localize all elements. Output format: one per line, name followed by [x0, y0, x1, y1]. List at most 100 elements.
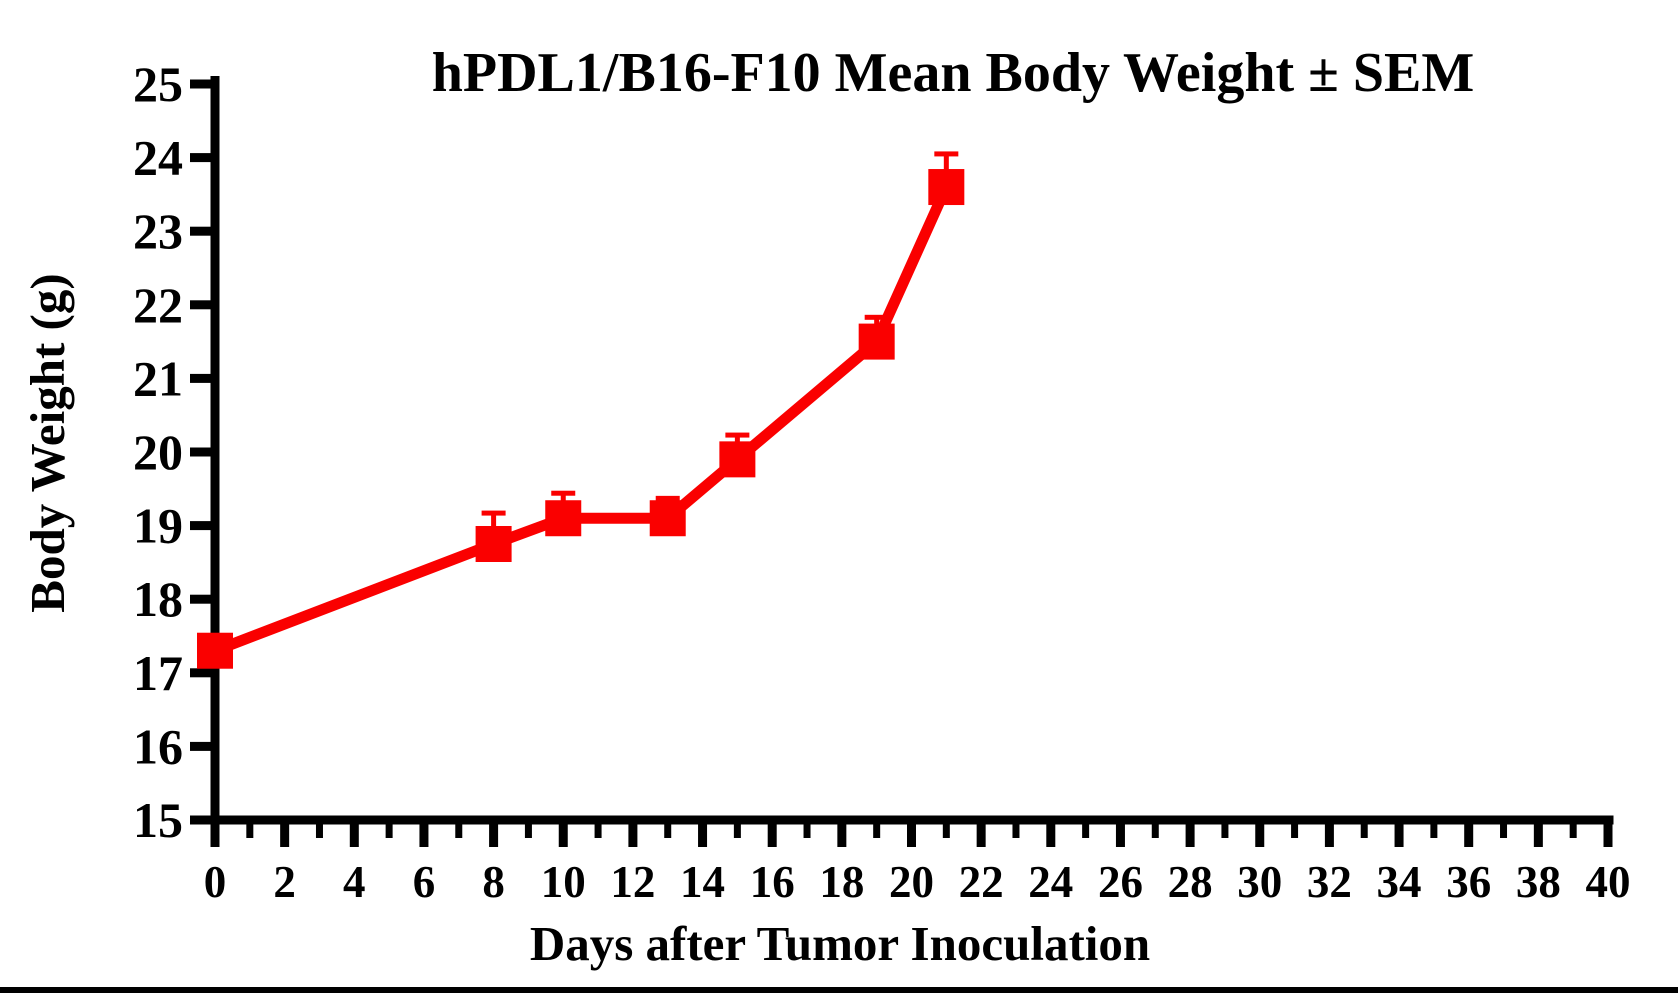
- x-tick-label: 4: [343, 857, 366, 907]
- x-tick-major: [280, 818, 290, 847]
- y-tick-label: 23: [133, 203, 183, 259]
- y-tick: [190, 741, 215, 751]
- y-tick-label: 17: [133, 645, 183, 701]
- y-tick: [190, 226, 215, 236]
- x-tick-label: 8: [482, 857, 505, 907]
- x-tick-minor: [594, 818, 602, 838]
- x-tick-minor: [1151, 818, 1159, 838]
- error-bar-cap: [481, 510, 506, 516]
- x-tick-label: 36: [1446, 857, 1491, 907]
- x-tick-major: [767, 818, 777, 847]
- y-tick: [190, 79, 215, 89]
- data-point-marker: [928, 169, 965, 206]
- y-tick: [190, 300, 215, 310]
- x-tick-major: [1603, 818, 1613, 847]
- x-tick-label: 30: [1237, 857, 1282, 907]
- x-tick-minor: [1360, 818, 1368, 838]
- x-tick-label: 12: [610, 857, 655, 907]
- y-tick-label: 22: [133, 277, 183, 333]
- x-tick-label: 22: [959, 857, 1004, 907]
- y-tick-label: 16: [133, 718, 183, 774]
- x-tick-minor: [733, 818, 741, 838]
- x-tick-label: 6: [413, 857, 436, 907]
- error-bar-cap: [934, 151, 959, 157]
- data-point-marker: [719, 441, 756, 478]
- x-tick-label: 24: [1028, 857, 1073, 907]
- y-tick: [190, 594, 215, 604]
- data-line: [213, 184, 952, 656]
- x-tick-major: [419, 818, 429, 847]
- x-tick-minor: [524, 818, 532, 838]
- x-tick-major: [1046, 818, 1056, 847]
- data-point-marker: [649, 500, 686, 537]
- chart-title: hPDL1/B16-F10 Mean Body Weight ± SEM: [431, 42, 1475, 104]
- x-tick-label: 38: [1516, 857, 1561, 907]
- x-tick-minor: [385, 818, 393, 838]
- x-tick-major: [1255, 818, 1265, 847]
- x-tick-major: [558, 818, 568, 847]
- x-tick-major: [837, 818, 847, 847]
- x-tick-label: 40: [1586, 857, 1631, 907]
- x-tick-minor: [455, 818, 463, 838]
- x-tick-major: [1115, 818, 1125, 847]
- data-point-marker: [197, 632, 233, 669]
- y-tick-label: 25: [133, 56, 183, 112]
- x-tick-minor: [1430, 818, 1438, 838]
- x-tick-major: [1464, 818, 1474, 847]
- bottom-rule: [0, 987, 1678, 993]
- x-tick-minor: [1012, 818, 1020, 838]
- x-tick-minor: [873, 818, 881, 838]
- x-tick-major: [628, 818, 638, 847]
- data-point-marker: [858, 323, 895, 360]
- x-tick-minor: [942, 818, 950, 838]
- x-tick-major: [1324, 818, 1334, 847]
- x-tick-major: [489, 818, 499, 847]
- x-tick-minor: [664, 818, 672, 838]
- data-point-marker: [475, 526, 512, 562]
- data-point-marker: [545, 500, 582, 537]
- x-tick-minor: [315, 818, 323, 838]
- x-tick-major: [976, 818, 986, 847]
- x-tick-label: 14: [680, 857, 725, 907]
- x-tick-major: [698, 818, 708, 847]
- x-tick-label: 10: [541, 857, 586, 907]
- error-bar-cap: [551, 490, 576, 496]
- x-tick-minor: [1500, 818, 1508, 838]
- x-tick-minor: [246, 818, 254, 838]
- x-tick-minor: [803, 818, 811, 838]
- y-tick-label: 21: [133, 350, 183, 406]
- y-tick-label: 19: [133, 498, 183, 554]
- y-tick-label: 15: [133, 792, 183, 848]
- x-tick-minor: [1569, 818, 1577, 838]
- y-tick-label: 24: [133, 130, 183, 186]
- x-tick-label: 0: [204, 857, 227, 907]
- y-tick: [190, 153, 215, 163]
- x-tick-label: 18: [819, 857, 864, 907]
- y-tick-label: 20: [133, 424, 183, 480]
- x-tick-label: 20: [889, 857, 934, 907]
- x-tick-label: 16: [750, 857, 795, 907]
- x-tick-major: [1185, 818, 1195, 847]
- error-bar-cap: [864, 314, 889, 320]
- x-tick-major: [907, 818, 916, 847]
- x-tick-major: [349, 818, 359, 847]
- x-axis-title: Days after Tumor Inoculation: [529, 916, 1151, 971]
- y-tick: [190, 521, 215, 531]
- x-tick-minor: [1291, 818, 1299, 838]
- y-tick: [190, 668, 215, 678]
- error-bar-cap: [725, 432, 750, 438]
- x-tick-label: 26: [1098, 857, 1143, 907]
- y-tick: [190, 447, 215, 457]
- x-tick-label: 34: [1377, 857, 1422, 907]
- x-tick-major: [210, 818, 220, 847]
- error-bar-cap: [655, 495, 680, 501]
- x-tick-label: 32: [1307, 857, 1352, 907]
- x-tick-minor: [1082, 818, 1090, 838]
- x-tick-label: 2: [273, 857, 296, 907]
- y-tick-label: 18: [133, 571, 183, 627]
- y-tick: [190, 815, 215, 825]
- x-tick-minor: [1221, 818, 1229, 838]
- x-tick-label: 28: [1168, 857, 1213, 907]
